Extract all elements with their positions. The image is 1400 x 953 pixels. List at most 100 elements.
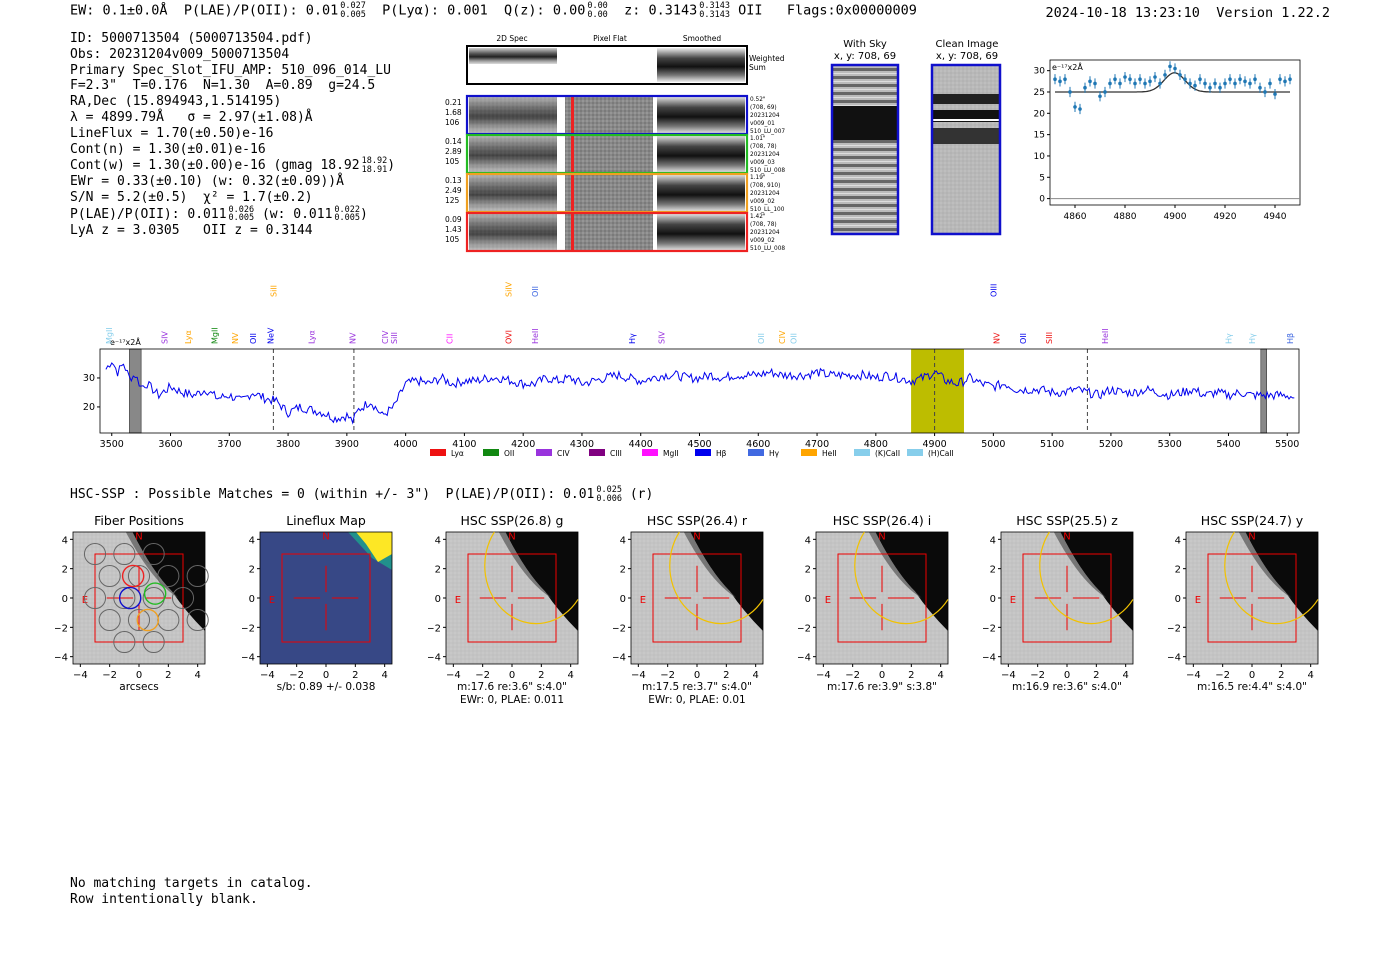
panel-x-tick: 4 xyxy=(1307,670,1313,681)
zoom-point xyxy=(1188,81,1192,86)
zoom-point xyxy=(1073,105,1077,109)
fiber-circle xyxy=(83,542,107,566)
emission-line-label: NV xyxy=(349,332,358,344)
legend-swatch xyxy=(801,449,817,456)
with-sky-title: With Sky xyxy=(843,39,887,50)
ellipse-fit xyxy=(854,531,949,625)
aperture-box xyxy=(837,553,927,643)
zoom-point xyxy=(1253,77,1257,81)
fiber-circle xyxy=(83,586,107,610)
weighted-sum-label-1: Weighted xyxy=(749,54,785,63)
legend-label: (K)CaII xyxy=(875,449,900,458)
aperture-box xyxy=(1022,553,1112,643)
cutout-right-value: 510_LL_100 xyxy=(750,207,785,213)
emission-line-label: SiIV xyxy=(504,281,513,297)
zoom-ylabel: e⁻¹⁷x2Å xyxy=(1052,61,1083,72)
fiber-circle xyxy=(142,630,165,654)
zoom-point xyxy=(1248,81,1252,86)
zoom-point xyxy=(1268,81,1272,86)
fiber-circle xyxy=(113,542,136,566)
zoom-y-tick: 10 xyxy=(1034,152,1046,162)
z-value: z: 0.3143 xyxy=(624,2,698,19)
emission-line-label: HeII xyxy=(531,328,540,344)
panel-x-tick: 2 xyxy=(1278,670,1284,681)
zoom-point xyxy=(1273,92,1277,96)
cutout-right-value: (708, 910) xyxy=(750,183,780,189)
compass-north: N xyxy=(1063,531,1070,542)
cutout-right-value: 1.01" xyxy=(750,136,766,142)
panel-x-tick: −4 xyxy=(816,670,831,681)
fiber-circle xyxy=(171,586,195,610)
panel-caption: m:17.6 re:3.6" s:4.0" xyxy=(457,681,567,693)
detection-info: ID: 5000713504 (5000713504.pdf) Obs: 202… xyxy=(70,31,395,239)
panel-y-tick: −4 xyxy=(613,653,626,664)
zoom-frame xyxy=(1049,59,1301,206)
panel-y-tick: 0 xyxy=(990,594,996,605)
flags-value: Flags:0x00000009 xyxy=(786,2,917,19)
legend-swatch xyxy=(854,449,870,456)
zoom-point xyxy=(1143,81,1147,86)
compass-east: E xyxy=(825,595,831,606)
compass-east: E xyxy=(269,595,275,606)
panel-y-tick: 2 xyxy=(62,565,68,576)
zoom-x-tick: 4900 xyxy=(1164,212,1187,222)
legend-label: CIV xyxy=(557,449,570,458)
with-sky-panel: With Sky x, y: 708, 69 xyxy=(830,39,900,236)
zoom-point xyxy=(1263,90,1267,94)
panel-x-tick: 4 xyxy=(937,670,943,681)
spectral-cutouts: 2D Spec Pixel Flat Smoothed Weighted Sum… xyxy=(445,34,785,253)
fiber-circle xyxy=(127,564,151,588)
cutout-right-value: 1.42" xyxy=(750,214,766,220)
panel-caption: m:16.5 re:4.4" s:4.0" xyxy=(1197,681,1307,693)
legend-label: MgII xyxy=(663,449,679,458)
cutout-right-value: 0.52" xyxy=(750,97,766,103)
aperture-box xyxy=(467,553,557,643)
cutout-right-value: 20231204 xyxy=(750,113,780,119)
zoom-point xyxy=(1098,94,1102,99)
panel-title: HSC SSP(26.4) i xyxy=(833,513,931,528)
panel-y-tick: −4 xyxy=(242,653,255,664)
spectrum-frame xyxy=(99,348,1300,434)
spectrum-y-tick: 30 xyxy=(83,373,95,384)
compass-east: E xyxy=(455,595,461,606)
selected-fiber-circle xyxy=(121,564,145,588)
legend-label: (H)CaII xyxy=(928,449,954,458)
zoom-point xyxy=(1058,79,1062,84)
emission-line-label: SIV xyxy=(657,331,666,344)
panel-x-tick: 2 xyxy=(165,670,171,681)
panel-y-tick: −4 xyxy=(1168,653,1181,664)
compass-north: N xyxy=(878,531,885,542)
panel-y-tick: 4 xyxy=(1175,535,1181,546)
zoom-point xyxy=(1063,77,1067,81)
info-plae: P(LAE)/P(OII): 0.011 0.026 0.005 (w: 0.011… xyxy=(70,204,368,224)
panel-y-tick: 0 xyxy=(620,594,626,605)
legend-swatch xyxy=(589,449,605,456)
zoom-point xyxy=(1078,107,1082,111)
ellipse-fit xyxy=(1224,531,1319,625)
emission-line-label: SiII xyxy=(269,285,278,297)
zoom-point xyxy=(1218,85,1222,90)
cutout-header-pixelflat: Pixel Flat xyxy=(593,34,627,43)
ew-value: EW: 0.1±0.0Å xyxy=(70,2,168,19)
cutout-left-value: 0.13 xyxy=(445,176,462,185)
zoom-point xyxy=(1243,79,1247,84)
panel-x-tick: −2 xyxy=(289,670,304,681)
fiber-circle xyxy=(127,608,151,632)
zoom-point xyxy=(1068,90,1072,94)
emission-line-label: SIV xyxy=(161,331,170,344)
cutout-right-value: (708, 78) xyxy=(750,144,777,150)
legend-swatch xyxy=(430,449,446,456)
panel-x-tick: 4 xyxy=(194,670,200,681)
panel-y-tick: 0 xyxy=(1175,594,1181,605)
panel-x-tick: 0 xyxy=(136,670,142,681)
panel-x-tick: −4 xyxy=(260,670,275,681)
zoom-point xyxy=(1083,85,1087,90)
info-primary: Primary Spec_Slot_IFU_AMP: 510_096_014_L… xyxy=(70,62,391,78)
panel-y-tick: 2 xyxy=(990,565,996,576)
spectrum-x-tick: 4800 xyxy=(864,439,888,450)
emission-line-label: MgII xyxy=(211,327,220,344)
zoom-point xyxy=(1108,81,1112,86)
